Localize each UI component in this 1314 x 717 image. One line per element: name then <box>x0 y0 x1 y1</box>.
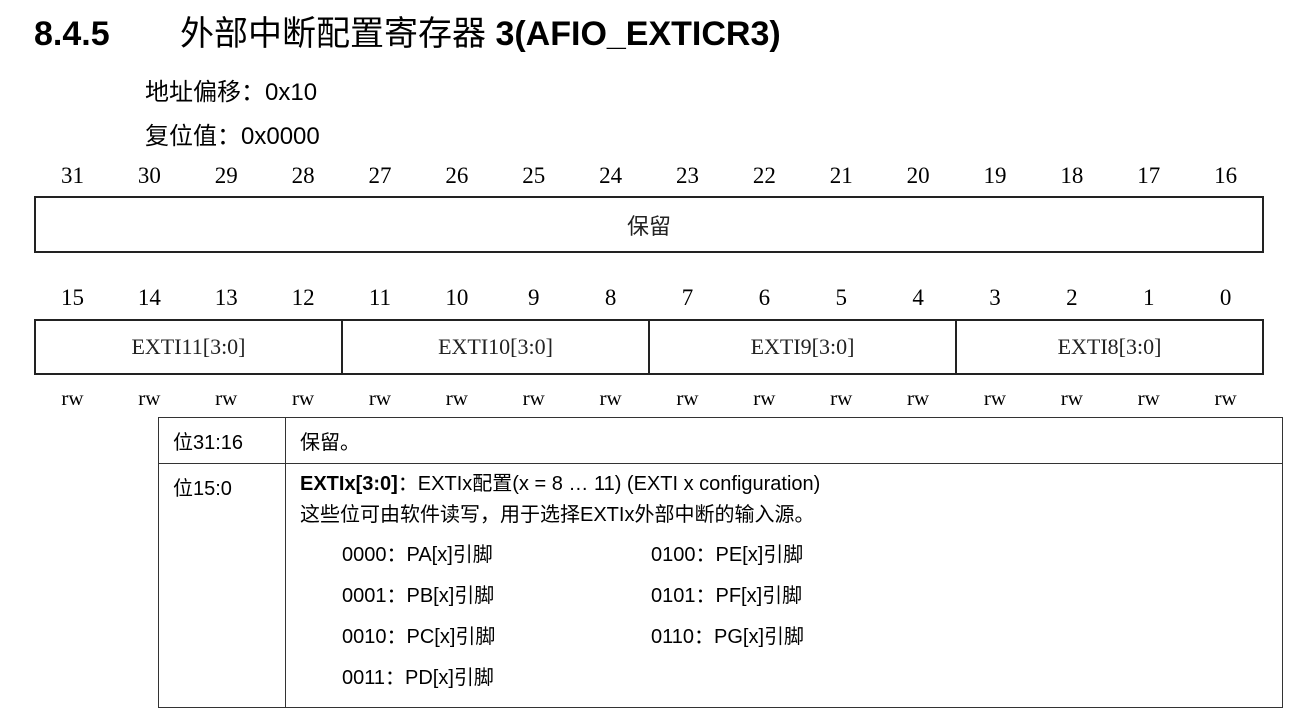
access-type: rw <box>753 386 776 410</box>
section-title-text: 外部中断配置寄存器 <box>180 15 496 53</box>
option-item: 0000：PA[x]引脚 <box>342 544 493 566</box>
field-exti11: EXTI11[3:0] <box>36 321 343 373</box>
bit-description-table: 位31:16 保留。 位15:0 EXTIx[3:0]：EXTIx配置(x = … <box>158 417 1283 708</box>
bit-number: 11 <box>368 285 392 310</box>
option-item: 0110：PG[x]引脚 <box>651 626 805 648</box>
bit-number: 12 <box>291 285 315 310</box>
bit-number: 25 <box>522 163 546 188</box>
register-high: 保留 <box>34 196 1264 253</box>
bit-number: 14 <box>137 285 161 310</box>
option-item: 0101：PF[x]引脚 <box>651 585 803 607</box>
bit-number: 20 <box>906 163 930 188</box>
option-list: 0000：PA[x]引脚 0100：PE[x]引脚 0001：PB[x]引脚 0101… <box>342 535 1268 699</box>
bit-number: 18 <box>1060 163 1084 188</box>
access-type: rw <box>1137 386 1160 410</box>
bit-number: 3 <box>989 285 1001 310</box>
access-type: rw <box>906 386 930 410</box>
bit-number: 24 <box>599 163 623 188</box>
bit-number: 15 <box>60 285 84 310</box>
field-exti9: EXTI9[3:0] <box>650 321 957 373</box>
bit-number: 7 <box>681 285 694 310</box>
bit-number: 17 <box>1137 163 1161 188</box>
bit-number: 5 <box>835 285 847 310</box>
bit-number: 30 <box>137 163 161 188</box>
bit-number: 19 <box>983 163 1007 188</box>
access-type: rw <box>368 386 392 410</box>
section-number: 8.4.5 <box>34 15 110 53</box>
bit-number: 2 <box>1066 285 1078 310</box>
access-type: rw <box>138 386 161 410</box>
low-bit-numbers: 15 14 13 12 11 10 9 8 7 6 5 4 3 2 1 0 <box>34 285 1264 311</box>
register-low: EXTI11[3:0] EXTI10[3:0] EXTI9[3:0] EXTI8… <box>34 319 1264 375</box>
field-exti8: EXTI8[3:0] <box>1057 334 1162 359</box>
bit-number: 27 <box>368 163 392 188</box>
access-type: rw <box>676 386 699 410</box>
bit-number: 1 <box>1142 285 1155 310</box>
reset-value: 复位值：0x0000 <box>145 123 320 150</box>
address-offset: 地址偏移：0x10 <box>145 79 318 106</box>
access-type: rw <box>522 386 545 410</box>
bit-number: 9 <box>527 285 540 310</box>
field-exti10: EXTI10[3:0] <box>343 321 650 373</box>
bits-cell: 位15:0 <box>158 463 286 708</box>
bit-number: 31 <box>60 163 84 188</box>
access-type: rw <box>215 386 238 410</box>
access-type: rw <box>1060 386 1083 410</box>
table-row: 位31:16 保留。 <box>158 417 1283 464</box>
bit-number: 4 <box>912 285 924 310</box>
section-title: 8.4.5 外部中断配置寄存器 3(AFIO_EXTICR3) <box>34 6 781 55</box>
bit-number: 6 <box>758 285 771 310</box>
section-title-register: 3(AFIO_EXTICR3) <box>495 15 781 53</box>
bit-number: 23 <box>675 163 699 188</box>
field-name: EXTIx[3:0] <box>300 473 398 495</box>
bit-number: 13 <box>214 285 238 310</box>
access-type: rw <box>61 386 84 410</box>
access-type: rw <box>983 386 1007 410</box>
bit-number: 29 <box>214 163 238 188</box>
bits-cell: 位31:16 <box>158 417 286 464</box>
bit-number: 16 <box>1214 163 1238 188</box>
bit-number: 10 <box>445 285 469 310</box>
description-cell: 保留。 <box>285 417 1283 464</box>
access-type: rw <box>291 386 315 410</box>
high-bit-numbers: 31 30 29 28 27 26 25 24 23 22 21 20 19 18 17 16 <box>34 163 1264 189</box>
option-item: 0010：PC[x]引脚 <box>342 626 496 648</box>
option-item: 0001：PB[x]引脚 <box>342 585 495 607</box>
bit-number: 0 <box>1219 285 1232 310</box>
table-row: 位15:0 EXTIx[3:0]：EXTIx配置(x = 8 … 11) (EX… <box>158 463 1283 708</box>
bit-number: 26 <box>445 163 469 188</box>
field-detail: 这些位可由软件读写，用于选择EXTIx外部中断的输入源。 <box>300 504 815 526</box>
bit-number: 21 <box>829 163 853 188</box>
access-type: rw <box>599 386 622 410</box>
bit-number: 22 <box>752 163 776 188</box>
bit-number: 28 <box>291 163 315 188</box>
option-item: 0100：PE[x]引脚 <box>651 544 804 566</box>
bit-number: 8 <box>604 285 617 310</box>
access-type: rw <box>445 386 468 410</box>
description-cell: EXTIx[3:0]：EXTIx配置(x = 8 … 11) (EXTI x c… <box>285 463 1283 708</box>
field-desc: ：EXTIx配置(x = 8 … 11) (EXTI x configurati… <box>397 473 821 495</box>
field-reserved: 保留 <box>626 213 671 239</box>
option-item: 0011：PD[x]引脚 <box>342 667 494 689</box>
access-type: rw <box>1214 386 1237 410</box>
access-types: rw rw rw rw rw rw rw rw rw rw rw rw rw rw rw rw <box>34 386 1264 411</box>
access-type: rw <box>830 386 853 410</box>
